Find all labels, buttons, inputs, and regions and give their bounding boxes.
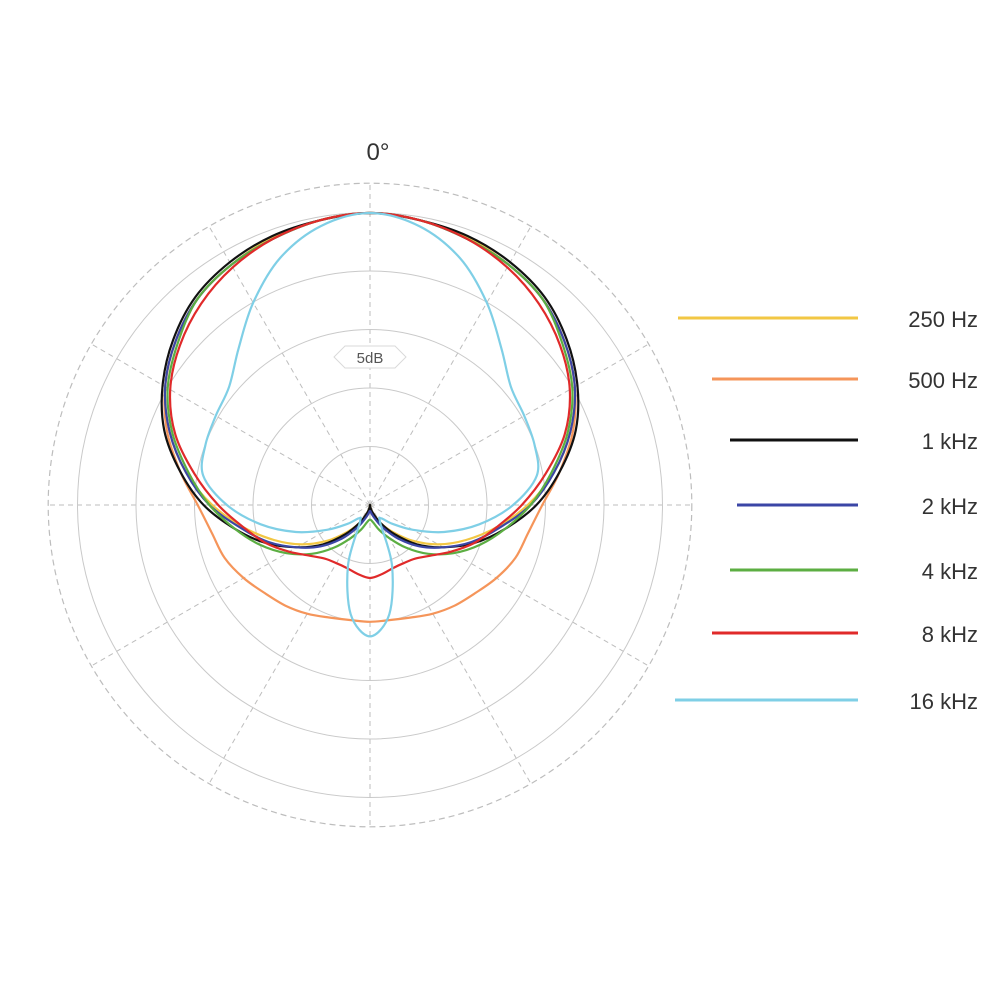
scale-badge-shape — [333, 345, 407, 369]
curve-2khz — [163, 211, 577, 549]
pattern-curves — [160, 211, 580, 638]
grid-ring — [194, 329, 546, 681]
angle-label-0: 0° — [367, 139, 390, 166]
legend-label-250hz: 250 Hz — [908, 307, 978, 332]
curve-16khz — [200, 211, 540, 638]
curve-4khz — [166, 211, 574, 556]
legend-label-4khz: 4 kHz — [922, 559, 978, 584]
legend: 250 Hz 500 Hz 1 kHz 2 kHz 4 kHz 8 kHz 16… — [675, 307, 978, 714]
legend-label-16khz: 16 kHz — [910, 689, 978, 714]
legend-label-500hz: 500 Hz — [908, 368, 978, 393]
legend-label-2khz: 2 kHz — [922, 494, 978, 519]
grid-ring — [135, 270, 605, 740]
curve-1khz — [160, 211, 580, 549]
scale-label: 5dB — [357, 350, 384, 367]
grid-outer-ring — [47, 182, 693, 828]
curve-8khz — [168, 211, 572, 580]
grid-radial-line — [91, 343, 371, 506]
grid-ring — [311, 446, 429, 564]
legend-label-8khz: 8 kHz — [922, 622, 978, 647]
scale-badge: 5dB — [333, 345, 407, 369]
legend-label-1khz: 1 kHz — [922, 429, 978, 454]
grid-radial-line — [369, 343, 649, 506]
